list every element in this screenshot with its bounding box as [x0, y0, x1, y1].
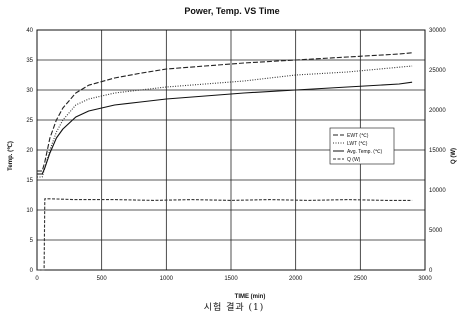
- y2-tick-label: 25000: [429, 68, 446, 74]
- legend-entry: Q (W): [347, 157, 361, 163]
- y2-tick-label: 0: [429, 268, 433, 274]
- y-tick-label: 40: [26, 28, 33, 34]
- series-line-3: [37, 81, 413, 175]
- y-tick-label: 25: [26, 118, 33, 124]
- chart-title: Power, Temp. VS Time: [184, 6, 279, 16]
- y2-tick-label: 30000: [429, 28, 446, 34]
- y-tick-label: 10: [26, 208, 33, 214]
- y-tick-label: 35: [26, 58, 33, 64]
- plot-frame: [36, 29, 426, 271]
- x-tick-label: 2500: [354, 276, 368, 282]
- x-tick-label: 1500: [224, 276, 238, 282]
- y2-tick-label: 10000: [429, 188, 446, 194]
- x-tick-label: 3000: [418, 276, 432, 282]
- axes: 0 500 1000 1500 2000 2500 30000510152025303540…: [26, 28, 446, 282]
- y-tick-label: 20: [26, 148, 33, 154]
- series-line-1: [37, 52, 413, 172]
- series-line-2: [37, 65, 413, 178]
- y2-axis-label: Q (W): [451, 148, 457, 164]
- y-tick-label: 0: [30, 268, 34, 274]
- y-tick-label: 30: [26, 88, 33, 94]
- x-tick-label: 0: [35, 276, 39, 282]
- figure-caption: 시험 결과 (1): [203, 303, 265, 313]
- y2-tick-label: 15000: [429, 148, 446, 154]
- y2-tick-label: 5000: [429, 228, 443, 234]
- x-tick-label: 2000: [289, 276, 303, 282]
- grid: [37, 30, 425, 270]
- legend-entry: Avg. Temp. (℃): [347, 149, 382, 155]
- x-tick-label: 500: [97, 276, 108, 282]
- legend-entry: EWT (℃): [347, 133, 369, 139]
- x-axis-label: TIME (min): [235, 294, 266, 300]
- y-axis-label: Temp. (℃): [7, 141, 14, 171]
- legend-entry: LWT (℃): [347, 141, 368, 147]
- series-group: [37, 52, 413, 271]
- series-line-4: [37, 198, 413, 271]
- y-tick-label: 15: [26, 178, 33, 184]
- legend: EWT (℃) LWT (℃) Avg. Temp. (℃) Q (W): [329, 127, 395, 165]
- y2-tick-label: 20000: [429, 108, 446, 114]
- x-tick-label: 1000: [160, 276, 174, 282]
- chart: Power, Temp. VS Time 0 500 1000 1500 2000 250…: [7, 6, 457, 300]
- legend-box: [329, 127, 395, 165]
- y-tick-label: 5: [30, 238, 34, 244]
